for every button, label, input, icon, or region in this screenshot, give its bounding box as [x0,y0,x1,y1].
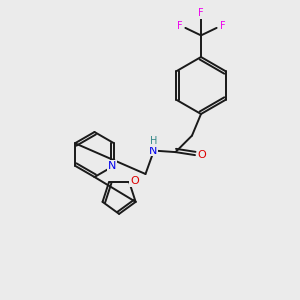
Text: O: O [130,176,139,186]
Text: F: F [220,21,225,32]
Text: H: H [150,136,157,146]
Text: F: F [177,21,182,32]
Text: N: N [149,146,158,156]
Text: O: O [197,150,206,160]
Text: F: F [198,8,204,19]
Text: N: N [107,161,116,171]
